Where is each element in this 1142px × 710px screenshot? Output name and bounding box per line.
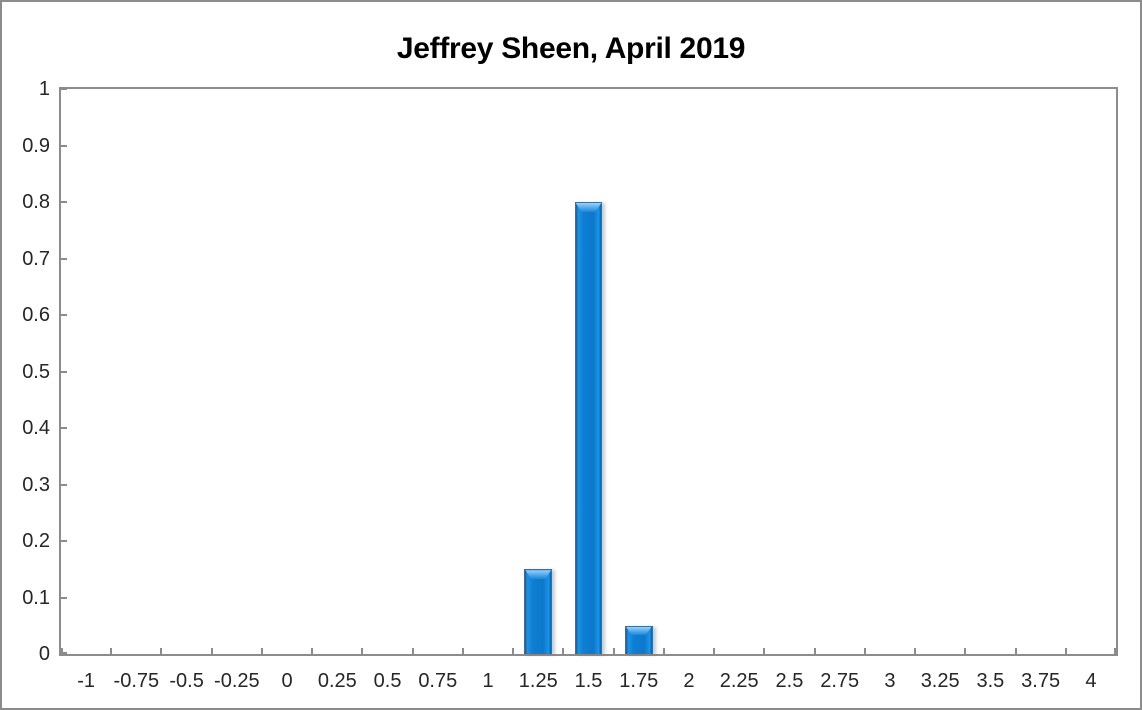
x-axis-labels: -1 -0.75 -0.5 -0.25 0 0.25 0.5 0.75 1 1.25 1.5 1.75…	[59, 669, 1118, 695]
x-tick-label: -0.5	[169, 670, 204, 692]
x-tick-label: 3.5	[976, 670, 1005, 692]
plot-area	[59, 87, 1118, 656]
x-tick	[612, 648, 615, 654]
x-tick	[562, 648, 565, 654]
x-tick-label: -0.75	[113, 670, 160, 692]
y-tick	[61, 370, 67, 373]
x-tick	[512, 648, 515, 654]
x-tick	[964, 648, 967, 654]
x-tick-label: 3	[884, 670, 896, 692]
x-tick-label: 3.75	[1021, 670, 1061, 692]
bar-bevel-highlight	[525, 570, 552, 580]
y-tick-label: 0.5	[22, 360, 50, 383]
y-tick-label: 1	[38, 78, 50, 100]
chart-title: Jeffrey Sheen, April 2019	[396, 32, 746, 65]
bar-bevel-highlight	[625, 626, 652, 636]
x-tick-label: 0	[281, 670, 293, 692]
x-tick	[763, 648, 766, 654]
x-tick	[361, 648, 364, 654]
y-tick-label: 0.9	[22, 134, 50, 157]
x-tick-label: 2.5	[775, 670, 804, 692]
x-tick-label: 0.75	[418, 670, 458, 692]
x-tick	[863, 648, 866, 654]
y-tick-label: 0.4	[22, 417, 50, 439]
y-tick-label: 0	[38, 643, 50, 665]
y-tick-label: 0.8	[22, 191, 50, 213]
x-tick	[311, 648, 314, 654]
y-tick	[61, 652, 67, 654]
x-tick	[210, 648, 213, 654]
x-tick	[411, 648, 414, 654]
y-tick	[61, 483, 67, 486]
x-tick	[1114, 648, 1116, 654]
x-tick-label: 1	[482, 670, 494, 692]
x-tick	[260, 648, 263, 654]
x-tick-label: 3.25	[920, 670, 960, 692]
x-tick	[110, 648, 113, 654]
bar	[524, 569, 553, 654]
x-tick	[1014, 648, 1017, 654]
x-tick-label: 2.25	[719, 670, 759, 692]
y-tick-label: 0.6	[22, 304, 50, 326]
y-tick	[61, 314, 67, 316]
x-tick	[713, 648, 716, 654]
x-tick	[662, 648, 665, 654]
y-axis-labels: 0 0.1 0.2 0.3 0.4 0.5 0.6 0.7 0.8 0.9 1	[2, 78, 50, 665]
x-tick-label: -1	[77, 670, 96, 692]
x-tick-label: 2.75	[820, 670, 860, 692]
y-tick	[61, 540, 67, 542]
y-tick	[61, 596, 67, 599]
x-tick-label: 4	[1085, 670, 1097, 692]
x-tick	[61, 648, 63, 654]
y-tick	[61, 201, 67, 203]
x-tick	[160, 648, 163, 654]
x-tick-label: 1.25	[518, 670, 558, 692]
y-tick	[61, 257, 67, 260]
x-tick-label: 2	[683, 670, 695, 692]
x-tick-label: -0.25	[214, 670, 260, 692]
x-tick-label: 0.25	[317, 670, 357, 692]
y-tick-label: 0.7	[22, 247, 50, 270]
y-tick	[61, 144, 67, 147]
x-tick	[1064, 648, 1067, 654]
y-tick-label: 0.1	[22, 586, 50, 609]
y-tick-label: 0.3	[22, 473, 50, 496]
x-tick-label: 0.5	[373, 670, 402, 692]
y-tick	[61, 88, 67, 90]
x-tick	[813, 648, 816, 654]
bar-bevel-highlight	[575, 203, 602, 212]
y-tick	[61, 427, 67, 429]
bar	[574, 202, 603, 654]
x-tick	[461, 648, 464, 654]
x-tick	[914, 648, 917, 654]
x-tick-label: 1.5	[574, 670, 603, 692]
y-tick-label: 0.2	[22, 530, 50, 552]
bar	[624, 625, 653, 654]
x-tick-label: 1.75	[619, 670, 659, 692]
